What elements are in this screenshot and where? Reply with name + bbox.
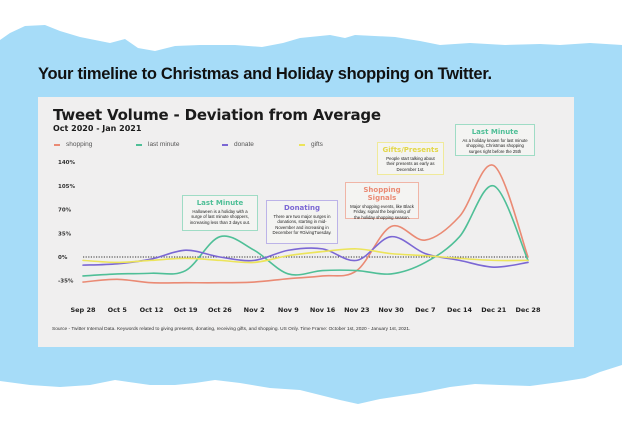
y-tick-label: 35% bbox=[58, 231, 72, 237]
x-tick-label: Nov 9 bbox=[278, 306, 299, 314]
line-chart-plot: 140% 105% 70% 35% 0% -35% Sep 28 Oct 5 Oct 12 Oct… bbox=[58, 160, 541, 314]
series-line-last-minute bbox=[82, 185, 529, 277]
x-tick-label: Oct 12 bbox=[140, 306, 164, 314]
legend-label: shopping bbox=[66, 141, 93, 148]
legend-label: gifts bbox=[311, 141, 323, 148]
legend-item-donate: donate bbox=[222, 141, 254, 148]
annotation-title: Last Minute bbox=[196, 199, 244, 207]
chart-card: Tweet Volume - Deviation from Average Oc… bbox=[38, 97, 574, 347]
annotation-gifts-presents: Gifts/Presents People start talking abou… bbox=[377, 142, 444, 175]
annotation-title: Shopping Signals bbox=[363, 186, 401, 202]
annotation-body: As a holiday known for last minute shopp… bbox=[462, 138, 528, 154]
legend-swatch-shopping bbox=[54, 143, 60, 146]
annotation-body: There are two major surges in donations,… bbox=[272, 214, 332, 236]
legend-label: donate bbox=[234, 141, 254, 148]
y-tick-label: -35% bbox=[58, 279, 74, 285]
x-tick-label: Oct 19 bbox=[174, 306, 198, 314]
legend-item-shopping: shopping bbox=[54, 141, 92, 148]
x-tick-label: Nov 16 bbox=[310, 306, 336, 314]
page-headline: Your timeline to Christmas and Holiday s… bbox=[38, 65, 492, 83]
legend-swatch-donate bbox=[222, 143, 228, 146]
annotation-last-minute-halloween: Last Minute Halloween is a holiday with … bbox=[182, 195, 258, 231]
annotation-donating: Donating There are two major surges in d… bbox=[266, 200, 338, 244]
x-tick-label: Dec 21 bbox=[481, 306, 506, 314]
x-tick-label: Oct 5 bbox=[108, 306, 128, 314]
annotation-title: Gifts/Presents bbox=[382, 146, 439, 154]
legend-swatch-last-minute bbox=[136, 143, 142, 146]
annotation-body: People start talking about their present… bbox=[386, 156, 435, 172]
series-line-shopping bbox=[82, 164, 529, 284]
x-tick-label: Sep 28 bbox=[70, 306, 96, 314]
annotation-body: Major shopping events, like Black Friday… bbox=[350, 204, 414, 220]
legend-item-last-minute: last minute bbox=[136, 141, 179, 148]
y-tick-label: 0% bbox=[58, 255, 68, 261]
x-tick-label: Dec 7 bbox=[415, 306, 435, 314]
annotation-last-minute-christmas: Last Minute As a holiday known for last … bbox=[455, 124, 535, 156]
y-tick-label: 140% bbox=[58, 160, 75, 166]
series-line-donate bbox=[82, 235, 529, 268]
annotation-shopping-signals: Shopping Signals Major shopping events, … bbox=[345, 182, 419, 220]
legend-label: last minute bbox=[148, 141, 180, 148]
legend-swatch-gifts bbox=[299, 143, 305, 146]
y-tick-label: 70% bbox=[58, 208, 72, 214]
y-tick-label: 105% bbox=[58, 184, 75, 190]
annotation-title: Donating bbox=[283, 204, 321, 212]
annotation-title: Last Minute bbox=[471, 128, 519, 136]
x-tick-label: Nov 30 bbox=[378, 306, 404, 314]
chart-title: Tweet Volume - Deviation from Average bbox=[53, 106, 381, 124]
x-tick-label: Dec 28 bbox=[516, 306, 541, 314]
x-tick-label: Nov 23 bbox=[344, 306, 369, 314]
x-tick-label: Nov 2 bbox=[244, 306, 265, 314]
series-line-gifts bbox=[82, 248, 529, 264]
x-tick-label: Dec 14 bbox=[447, 306, 472, 314]
legend-item-gifts: gifts bbox=[299, 141, 323, 148]
x-tick-label: Oct 26 bbox=[208, 306, 232, 314]
chart-subtitle: Oct 2020 - Jan 2021 bbox=[53, 124, 142, 133]
annotation-body: Halloween is a holiday with a surge of l… bbox=[189, 209, 251, 225]
source-footnote: Source - Twitter Internal Data. Keywords… bbox=[52, 327, 411, 332]
